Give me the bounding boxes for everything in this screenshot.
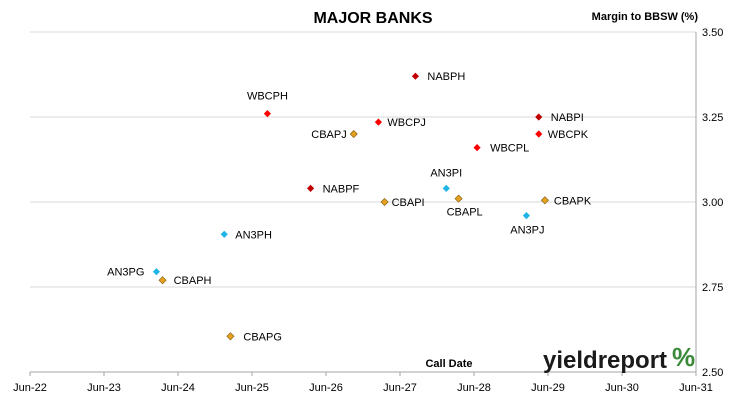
y-tick-label: 2.75 <box>702 282 723 294</box>
point-label-wbcpj: WBCPJ <box>387 117 426 129</box>
point-cbapi <box>380 197 389 207</box>
axes <box>29 32 697 376</box>
point-nabph <box>411 72 420 80</box>
point-wbcpl <box>473 144 481 152</box>
chart-title: MAJOR BANKS <box>313 10 432 27</box>
point-label-nabph: NABPH <box>427 71 465 83</box>
x-tick-label: Jun-28 <box>457 382 491 394</box>
y-tick-label: 3.00 <box>702 197 723 209</box>
point-cbapj <box>349 129 358 139</box>
point-label-wbcpl: WBCPL <box>490 143 529 155</box>
y-tick-labels: 2.50 2.75 3.00 3.25 3.50 <box>702 27 723 379</box>
x-tick-labels: Jun-22 Jun-23 Jun-24 Jun-25 Jun-26 Jun-27 Jun-… <box>13 382 713 394</box>
point-an3pi <box>442 184 450 192</box>
point-wbcph <box>263 110 272 118</box>
point-an3pj <box>522 212 531 220</box>
point-nabpi <box>535 113 543 121</box>
point-label-an3ph: AN3PH <box>235 229 272 241</box>
logo-percent-symbol: % <box>672 342 695 372</box>
point-label-nabpf: NABPF <box>323 183 360 195</box>
point-label-wbcph: WBCPH <box>247 91 288 103</box>
point-label-cbapi: CBAPI <box>392 197 425 209</box>
logo-wordmark: yieldreport <box>543 347 667 374</box>
point-an3pg <box>152 268 161 276</box>
x-tick-label: Jun-29 <box>531 382 565 394</box>
point-label-an3pi: AN3PI <box>430 167 462 179</box>
x-axis-label: Call Date <box>425 358 472 370</box>
yieldreport-logo: yieldreport % <box>543 342 695 374</box>
x-tick-label: Jun-30 <box>605 382 639 394</box>
x-tick-label: Jun-25 <box>235 382 269 394</box>
point-label-cbapk: CBAPK <box>554 195 592 207</box>
point-cbapk <box>540 196 549 205</box>
x-tick-label: Jun-23 <box>87 382 121 394</box>
x-tick-label: Jun-26 <box>309 382 343 394</box>
point-an3ph <box>220 230 228 238</box>
x-tick-label: Jun-31 <box>679 382 713 394</box>
y-tick-label: 3.50 <box>702 27 723 39</box>
point-cbapg <box>226 332 235 341</box>
y-tick-label: 3.25 <box>702 112 723 124</box>
point-label-cbapg: CBAPG <box>243 331 282 343</box>
point-cbapl <box>454 194 463 203</box>
point-label-cbapl: CBAPL <box>447 207 483 219</box>
point-label-nabpi: NABPI <box>551 112 584 124</box>
point-nabpf <box>306 184 315 192</box>
y-axis-label: Margin to BBSW (%) <box>592 11 699 23</box>
point-wbcpk <box>535 130 543 138</box>
y-tick-label: 2.50 <box>702 367 723 379</box>
x-tick-label: Jun-27 <box>383 382 417 394</box>
point-label-cbapj: CBAPJ <box>311 129 346 141</box>
point-wbcpj <box>374 118 383 126</box>
data-points: NABPH NABPI NABPF WBCPH WBCPJ WBCPK WBCPL CBAPJ… <box>107 71 592 343</box>
x-tick-label: Jun-22 <box>13 382 47 394</box>
point-label-an3pg: AN3PG <box>107 267 144 279</box>
gridlines <box>30 31 696 288</box>
point-cbaph <box>158 276 167 285</box>
point-label-cbaph: CBAPH <box>174 275 212 287</box>
x-tick-label: Jun-24 <box>161 382 195 394</box>
point-label-an3pj: AN3PJ <box>510 225 544 237</box>
point-label-wbcpk: WBCPK <box>548 129 589 141</box>
